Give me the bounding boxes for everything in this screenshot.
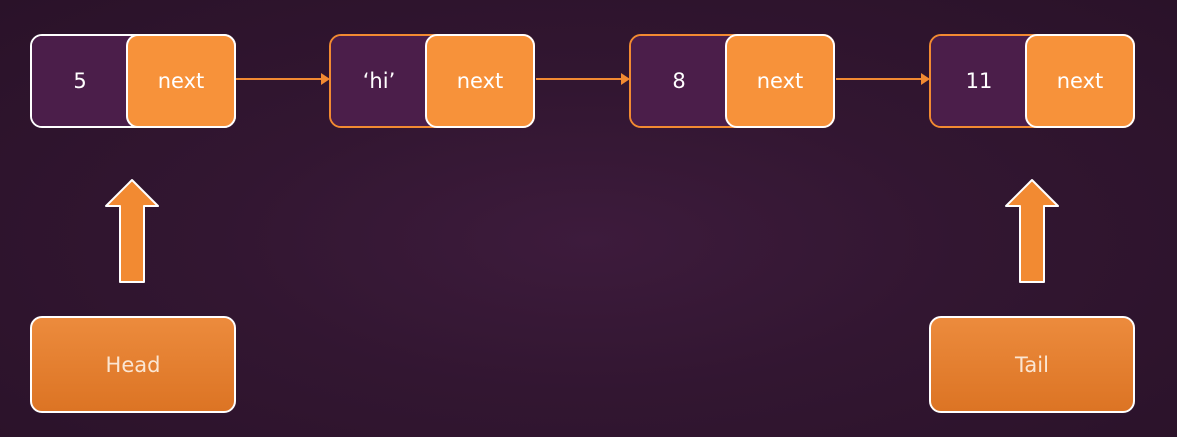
- node-value: ‘hi’: [331, 36, 441, 126]
- list-node-1: 5 next: [30, 34, 236, 128]
- list-node-4: 11 next: [929, 34, 1135, 128]
- tail-label-box: Tail: [929, 316, 1135, 413]
- head-label-box: Head: [30, 316, 236, 413]
- list-node-2: ‘hi’ next: [329, 34, 535, 128]
- node-next-pointer: next: [425, 34, 535, 128]
- node-value: 11: [931, 36, 1041, 126]
- node-value: 8: [631, 36, 741, 126]
- node-value: 5: [32, 36, 142, 126]
- next-link-arrow: [536, 73, 630, 85]
- head-up-arrow-icon: [105, 179, 159, 283]
- next-link-arrow: [236, 73, 330, 85]
- node-next-pointer: next: [725, 34, 835, 128]
- node-next-pointer: next: [126, 34, 236, 128]
- list-node-3: 8 next: [629, 34, 835, 128]
- next-link-arrow: [836, 73, 930, 85]
- node-next-pointer: next: [1025, 34, 1135, 128]
- tail-up-arrow-icon: [1005, 179, 1059, 283]
